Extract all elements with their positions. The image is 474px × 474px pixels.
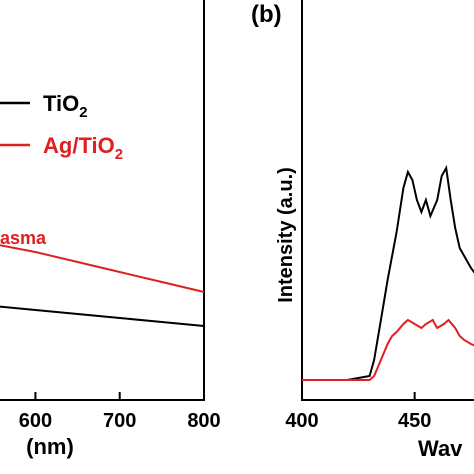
panel-a-series-line-tio2 [0, 305, 205, 327]
panel-label-b: (b) [251, 1, 282, 28]
panel-a-x-tick-label-700: 700 [103, 410, 136, 432]
panel-a-x-ticks: 600 700 800 [19, 392, 221, 432]
panel-b-plot-frame [301, 0, 474, 401]
panel-a-series [0, 244, 205, 327]
panel-a-x-tick-label-800: 800 [187, 410, 220, 432]
panel-b-series-line-red [302, 318, 474, 381]
panel-b-x-tick-label-400: 400 [285, 410, 318, 432]
panel-b-x-tick-label-450: 450 [398, 410, 431, 432]
panel-a-series-line-ag-tio2 [0, 244, 205, 293]
panel-b-x-ticks: 400 450 [285, 392, 431, 432]
panel-a-plot-frame [0, 0, 205, 401]
panel-b: (b) 400 450 Intensity (a.u.) Wav [251, 0, 474, 461]
panel-a-x-axis-label: (nm) [26, 434, 74, 459]
panel-a-x-tick-label-600: 600 [19, 410, 52, 432]
annotation-plasma: asma [0, 228, 47, 248]
panel-b-series-line-black [302, 164, 474, 381]
legend-label-tio2: TiO2 [43, 91, 88, 121]
panel-a: 600 700 800 TiO2 Ag/TiO2 asma (nm) [0, 0, 221, 459]
panel-b-x-axis-label: Wav [418, 436, 463, 461]
panel-b-series [302, 164, 474, 381]
panel-b-y-axis-label: Intensity (a.u.) [275, 167, 297, 303]
legend-label-ag-tio2: Ag/TiO2 [43, 133, 123, 163]
